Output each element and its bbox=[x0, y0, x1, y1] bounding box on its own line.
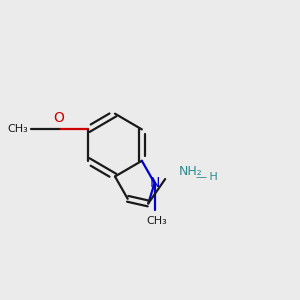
Text: CH₃: CH₃ bbox=[7, 124, 28, 134]
Text: — H: — H bbox=[196, 172, 218, 182]
Text: NH₂: NH₂ bbox=[179, 165, 202, 178]
Text: N: N bbox=[149, 176, 160, 190]
Text: O: O bbox=[53, 112, 64, 125]
Text: CH₃: CH₃ bbox=[146, 216, 167, 226]
